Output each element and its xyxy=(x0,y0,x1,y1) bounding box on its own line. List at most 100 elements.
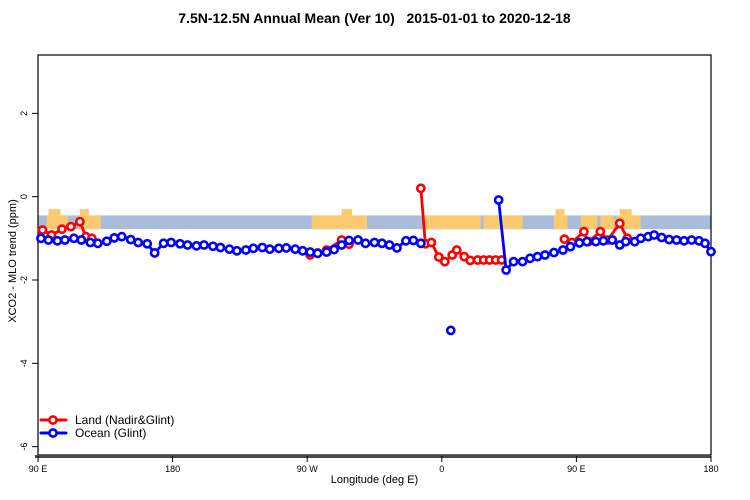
data-point xyxy=(273,243,284,254)
data-point xyxy=(508,256,519,267)
data-point xyxy=(257,242,268,253)
data-point xyxy=(607,235,618,245)
land-strip-bump xyxy=(619,209,632,216)
data-point xyxy=(540,250,550,260)
legend-swatch-marker xyxy=(48,428,58,438)
data-point xyxy=(297,245,308,256)
x-tick-label: 90 E xyxy=(567,464,586,474)
data-point xyxy=(68,233,79,244)
land-strip-segment xyxy=(422,215,481,230)
data-point xyxy=(240,245,251,255)
data-point xyxy=(85,237,96,248)
data-point xyxy=(686,235,697,245)
data-point xyxy=(635,233,646,244)
ocean-strip-band xyxy=(38,215,711,230)
data-point xyxy=(426,237,437,248)
data-point xyxy=(532,251,543,262)
data-point xyxy=(52,235,63,246)
data-point xyxy=(76,235,87,245)
data-point xyxy=(290,244,301,255)
data-point xyxy=(649,230,660,240)
data-point xyxy=(208,241,218,252)
data-point xyxy=(384,240,395,250)
land-strip-segment xyxy=(311,215,368,230)
data-point xyxy=(706,246,716,257)
data-point xyxy=(574,238,585,248)
legend-swatch-marker xyxy=(48,415,58,425)
land-strip-bump xyxy=(79,209,89,216)
data-point xyxy=(336,240,347,250)
x-tick-label: 180 xyxy=(703,464,718,474)
data-point xyxy=(656,232,667,243)
x-tick-label: 90 E xyxy=(29,464,48,474)
data-point xyxy=(232,245,242,256)
data-point xyxy=(549,247,559,258)
land-strip-segment xyxy=(553,215,568,230)
data-point xyxy=(433,252,444,262)
data-point xyxy=(281,243,292,253)
legend-label: Land (Nadir&Glint) xyxy=(75,413,174,427)
data-point xyxy=(264,244,275,255)
data-point xyxy=(664,234,675,245)
data-point xyxy=(133,237,144,248)
x-tick-label: 180 xyxy=(165,464,180,474)
data-point xyxy=(595,226,606,237)
data-point xyxy=(517,256,528,267)
land-strip-bump xyxy=(48,209,61,216)
data-point xyxy=(493,195,504,205)
data-point xyxy=(92,238,103,249)
data-point xyxy=(37,225,48,235)
y-tick-label: -6 xyxy=(19,443,29,451)
data-point xyxy=(578,226,589,237)
data-point xyxy=(66,221,76,232)
x-axis-label: Longitude (deg E) xyxy=(330,474,419,486)
data-point xyxy=(590,236,601,247)
data-point xyxy=(60,235,70,245)
data-point xyxy=(125,234,136,245)
data-point xyxy=(392,243,402,253)
data-point xyxy=(191,240,202,251)
plot-border xyxy=(37,54,712,456)
x-tick-label: 90 W xyxy=(297,464,319,474)
land-strip-segment xyxy=(483,215,523,230)
data-point xyxy=(344,235,354,246)
data-point xyxy=(182,240,193,250)
y-axis-label: XCO2 - MLO trend (ppm) xyxy=(7,199,19,323)
data-point xyxy=(166,237,177,248)
data-point xyxy=(620,236,631,247)
data-point xyxy=(451,245,462,255)
chart-title: 7.5N-12.5N Annual Mean (Ver 10) 2015-01-… xyxy=(178,10,571,26)
data-point xyxy=(224,244,235,255)
data-point xyxy=(581,236,592,247)
data-point xyxy=(559,234,570,245)
legend-label: Ocean (Glint) xyxy=(75,426,146,440)
data-point xyxy=(116,231,127,242)
y-tick-label: -2 xyxy=(19,276,29,284)
data-point xyxy=(321,247,332,257)
y-tick-label: 2 xyxy=(19,111,29,116)
data-point xyxy=(353,235,363,245)
data-point xyxy=(401,235,411,246)
data-point xyxy=(408,235,419,246)
data-point xyxy=(215,242,226,253)
y-tick-label: 0 xyxy=(19,194,29,199)
data-point xyxy=(101,236,112,247)
data-point xyxy=(565,241,576,252)
land-strip-segment xyxy=(78,215,101,230)
data-point xyxy=(679,235,689,246)
data-point xyxy=(360,238,371,249)
data-point xyxy=(109,233,120,243)
data-point xyxy=(36,233,46,244)
y-tick-label: -4 xyxy=(19,359,29,367)
data-point xyxy=(158,238,169,249)
data-point xyxy=(671,235,682,245)
data-point xyxy=(415,238,426,249)
land-strip-bump xyxy=(555,209,565,216)
data-point xyxy=(598,235,609,246)
data-point xyxy=(525,253,535,264)
data-point xyxy=(377,238,387,249)
data-point xyxy=(369,237,380,248)
land-strip-segment xyxy=(580,215,598,230)
